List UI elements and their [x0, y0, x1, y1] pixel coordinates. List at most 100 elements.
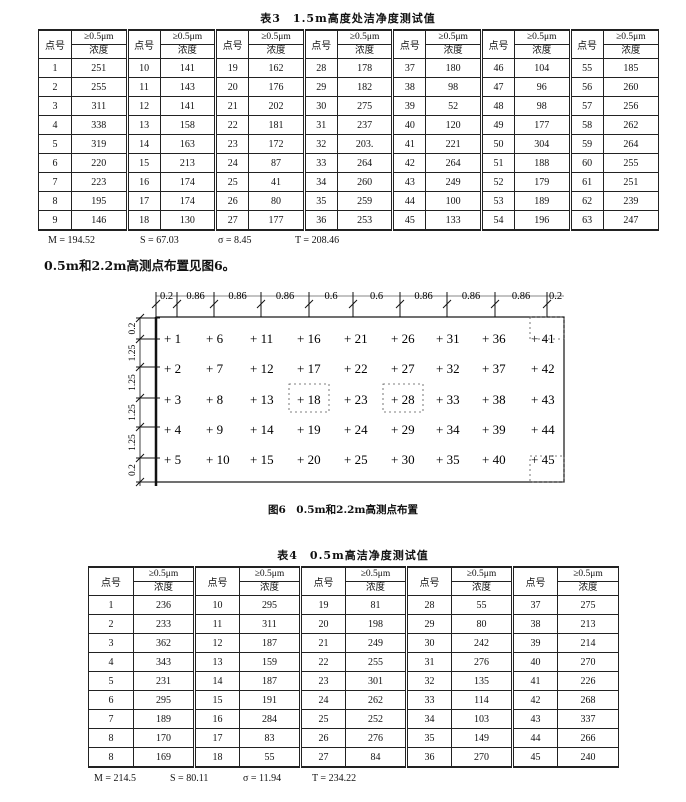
- concentration-value: 362: [133, 633, 195, 653]
- header-point: 点号: [214, 29, 250, 59]
- stat-s: S = 80.11: [170, 773, 209, 784]
- concentration-value: 141: [159, 58, 217, 78]
- point-number: 1: [88, 595, 134, 615]
- point-number: 4: [38, 115, 72, 135]
- table-row: 2 233 11 311 20 198 29 80 38 213: [88, 614, 619, 634]
- concentration-value: 189: [513, 191, 571, 211]
- point-number: 41: [511, 671, 558, 691]
- concentration-value: 174: [159, 172, 217, 192]
- point-number: 30: [405, 633, 452, 653]
- point-number: 17: [125, 191, 161, 211]
- measurement-point: + 31: [436, 331, 460, 346]
- stat-t: T = 234.22: [312, 773, 357, 784]
- dimension-slash: [395, 299, 405, 309]
- concentration-value: 176: [248, 77, 305, 97]
- concentration-value: 268: [557, 690, 619, 710]
- concentration-value: 163: [159, 134, 217, 154]
- header-conc: 浓度: [71, 44, 128, 59]
- top-dimension-label: 0.6: [370, 291, 383, 302]
- header-conc: 浓度: [451, 581, 513, 596]
- stat-t: T = 208.46: [295, 235, 340, 246]
- measurement-point: + 17: [297, 361, 321, 376]
- concentration-value: 247: [602, 210, 660, 231]
- table4-title: 表4 0.5m高洁净度测试值: [277, 549, 429, 562]
- point-number: 28: [405, 595, 452, 615]
- measurement-point: + 41: [531, 331, 555, 346]
- table-row: 6 220 15 213 24 87 33 264 42 264 51 188 60 255: [38, 153, 660, 173]
- highlight-box: [288, 383, 330, 413]
- point-number: 28: [302, 58, 338, 78]
- concentration-value: 80: [248, 191, 305, 211]
- point-number: 31: [302, 115, 338, 135]
- point-number: 10: [193, 595, 240, 615]
- header-conc: 浓度: [425, 44, 482, 59]
- measurement-point: + 42: [531, 361, 555, 376]
- stat-m: M = 214.5: [94, 773, 137, 784]
- top-dimension-label: 0.86: [462, 291, 480, 302]
- concentration-value: 170: [133, 728, 195, 748]
- concentration-value: 84: [345, 747, 407, 768]
- dimension-slash: [256, 299, 266, 309]
- concentration-value: 255: [71, 77, 128, 97]
- concentration-value: 180: [425, 58, 482, 78]
- dimension-slash: [542, 299, 552, 309]
- measurement-point: + 6: [206, 331, 224, 346]
- point-number: 4: [88, 652, 134, 672]
- dimension-slash: [442, 299, 452, 309]
- measurement-point: + 19: [297, 422, 321, 437]
- measurement-point: + 26: [391, 331, 415, 346]
- concentration-value: 237: [336, 115, 394, 135]
- concentration-value: 276: [451, 652, 513, 672]
- point-number: 32: [405, 671, 452, 691]
- concentration-value: 275: [557, 595, 619, 615]
- header-point: 点号: [302, 29, 338, 59]
- concentration-value: 133: [425, 210, 482, 231]
- concentration-value: 149: [451, 728, 513, 748]
- point-number: 27: [214, 210, 250, 231]
- concentration-value: 203.: [336, 134, 394, 154]
- measurement-point: + 5: [164, 452, 181, 467]
- concentration-value: 256: [602, 96, 660, 116]
- table-row: 5 319 14 163 23 172 32 203. 41 221 50 304 59 264: [38, 134, 660, 154]
- table-row: 8 170 17 83 26 276 35 149 44 266: [88, 728, 619, 748]
- point-number: 11: [193, 614, 240, 634]
- left-dimension-label: 1.25: [128, 404, 138, 421]
- header-conc: 浓度: [133, 581, 195, 596]
- point-number: 26: [214, 191, 250, 211]
- point-number: 45: [391, 210, 427, 231]
- concentration-value: 202: [248, 96, 305, 116]
- point-number: 23: [214, 134, 250, 154]
- point-number: 3: [38, 96, 72, 116]
- point-number: 20: [214, 77, 250, 97]
- concentration-value: 172: [248, 134, 305, 154]
- measurement-point: + 40: [482, 452, 506, 467]
- concentration-value: 311: [71, 96, 128, 116]
- concentration-value: 337: [557, 709, 619, 729]
- concentration-value: 251: [71, 58, 128, 78]
- header-conc-size: ≥0.5μm: [133, 566, 195, 582]
- measurement-point: + 38: [482, 392, 506, 407]
- concentration-value: 187: [239, 671, 301, 691]
- concentration-value: 266: [557, 728, 619, 748]
- point-number: 33: [302, 153, 338, 173]
- point-number: 43: [511, 709, 558, 729]
- measurement-point: + 12: [250, 361, 274, 376]
- point-number: 23: [299, 671, 346, 691]
- point-number: 63: [568, 210, 604, 231]
- measurement-point: + 14: [250, 422, 274, 437]
- header-conc-size: ≥0.5μm: [239, 566, 301, 582]
- concentration-value: 231: [133, 671, 195, 691]
- top-dimension-label: 0.86: [276, 291, 294, 302]
- concentration-value: 195: [71, 191, 128, 211]
- concentration-value: 130: [159, 210, 217, 231]
- concentration-value: 301: [345, 671, 407, 691]
- concentration-value: 275: [336, 96, 394, 116]
- point-number: 36: [405, 747, 452, 768]
- point-number: 33: [405, 690, 452, 710]
- point-number: 62: [568, 191, 604, 211]
- measurement-point: + 30: [391, 452, 415, 467]
- left-dimension-label: 0.2: [128, 464, 138, 476]
- point-number: 6: [88, 690, 134, 710]
- dimension-slash: [348, 299, 358, 309]
- concentration-value: 81: [345, 595, 407, 615]
